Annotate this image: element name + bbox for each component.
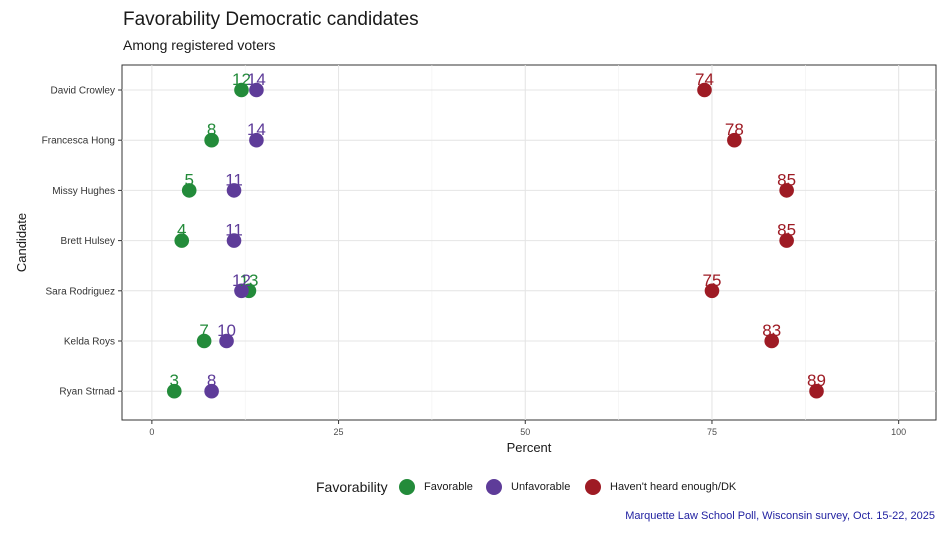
data-label-haven-t-heard-enough-dk-sara-rodriguez: 75 bbox=[703, 271, 722, 290]
data-label-favorable-francesca-hong: 8 bbox=[207, 120, 216, 139]
point-unfavorable-francesca-hong bbox=[249, 132, 264, 148]
y-tick-label-sara-rodriguez: Sara Rodriguez bbox=[46, 286, 115, 297]
data-label-unfavorable-david-crowley: 14 bbox=[247, 70, 266, 89]
point-favorable-brett-hulsey bbox=[174, 233, 190, 248]
plot-panel bbox=[121, 64, 937, 421]
point-unfavorable-ryan-strnad bbox=[204, 383, 219, 399]
x-axis-title: Percent bbox=[507, 440, 552, 455]
point-unfavorable-sara-rodriguez bbox=[234, 283, 249, 299]
data-label-haven-t-heard-enough-dk-francesca-hong: 78 bbox=[725, 120, 744, 139]
legend-key-unfavorable bbox=[486, 479, 502, 495]
point-haven-t-heard-enough-dk-brett-hulsey bbox=[779, 233, 794, 248]
y-tick-label-francesca-hong: Francesca Hong bbox=[42, 136, 115, 147]
x-tick-label: 75 bbox=[707, 427, 717, 437]
point-unfavorable-kelda-roys bbox=[219, 333, 234, 349]
point-favorable-ryan-strnad bbox=[166, 383, 182, 399]
point-haven-t-heard-enough-dk-francesca-hong bbox=[727, 132, 742, 148]
data-label-haven-t-heard-enough-dk-kelda-roys: 83 bbox=[762, 321, 781, 340]
point-favorable-david-crowley bbox=[234, 82, 249, 98]
chart-subtitle: Among registered voters bbox=[123, 37, 276, 53]
data-label-unfavorable-brett-hulsey: 11 bbox=[225, 221, 243, 240]
data-label-favorable-brett-hulsey: 4 bbox=[177, 221, 186, 240]
x-tick-label: 0 bbox=[149, 427, 154, 437]
point-haven-t-heard-enough-dk-kelda-roys bbox=[764, 333, 780, 349]
y-tick-label-kelda-roys: Kelda Roys bbox=[64, 337, 115, 348]
data-label-haven-t-heard-enough-dk-david-crowley: 74 bbox=[695, 70, 714, 89]
point-haven-t-heard-enough-dk-missy-hughes bbox=[779, 183, 794, 198]
data-label-favorable-kelda-roys: 7 bbox=[199, 321, 208, 340]
data-label-favorable-ryan-strnad: 3 bbox=[170, 371, 179, 390]
point-favorable-francesca-hong bbox=[204, 132, 219, 148]
legend-label-favorable: Favorable bbox=[424, 481, 473, 493]
x-tick-label: 100 bbox=[891, 427, 906, 437]
point-haven-t-heard-enough-dk-david-crowley bbox=[697, 82, 712, 98]
legend-label-dk: Haven't heard enough/DK bbox=[610, 481, 737, 493]
data-label-unfavorable-sara-rodriguez: 12 bbox=[232, 271, 251, 290]
point-unfavorable-missy-hughes bbox=[226, 183, 242, 198]
point-haven-t-heard-enough-dk-sara-rodriguez bbox=[704, 283, 720, 299]
data-label-favorable-sara-rodriguez: 13 bbox=[239, 271, 258, 290]
point-unfavorable-david-crowley bbox=[249, 82, 264, 98]
chart-title: Favorability Democratic candidates bbox=[123, 9, 419, 30]
legend-item-dk: Haven't heard enough/DK bbox=[585, 478, 736, 496]
legend-key-dk bbox=[585, 479, 601, 495]
y-tick-label-ryan-strnad: Ryan Strnad bbox=[59, 387, 115, 398]
legend-title: Favorability bbox=[316, 479, 388, 495]
y-tick-label-brett-hulsey: Brett Hulsey bbox=[61, 236, 115, 247]
legend-item-favorable: Favorable bbox=[399, 478, 473, 496]
data-label-unfavorable-francesca-hong: 14 bbox=[247, 120, 266, 139]
point-haven-t-heard-enough-dk-ryan-strnad bbox=[809, 383, 824, 399]
legend-label-unfavorable: Unfavorable bbox=[511, 481, 571, 493]
point-favorable-kelda-roys bbox=[196, 333, 212, 349]
point-unfavorable-brett-hulsey bbox=[226, 233, 242, 248]
data-label-favorable-missy-hughes: 5 bbox=[184, 170, 193, 189]
point-favorable-missy-hughes bbox=[181, 183, 197, 198]
x-tick-label: 25 bbox=[334, 427, 344, 437]
data-label-haven-t-heard-enough-dk-brett-hulsey: 85 bbox=[777, 221, 796, 240]
source-caption: Marquette Law School Poll, Wisconsin sur… bbox=[625, 510, 935, 522]
y-axis-title: Candidate bbox=[14, 213, 29, 272]
data-label-haven-t-heard-enough-dk-ryan-strnad: 89 bbox=[807, 371, 826, 390]
y-tick-label-david-crowley: David Crowley bbox=[51, 86, 115, 97]
y-tick-label-missy-hughes: Missy Hughes bbox=[52, 186, 115, 197]
x-tick-label: 50 bbox=[520, 427, 530, 437]
data-label-unfavorable-missy-hughes: 11 bbox=[225, 170, 243, 189]
legend-key-favorable bbox=[399, 479, 415, 495]
data-label-favorable-david-crowley: 12 bbox=[232, 70, 251, 89]
data-label-unfavorable-ryan-strnad: 8 bbox=[207, 371, 216, 390]
data-label-haven-t-heard-enough-dk-missy-hughes: 85 bbox=[777, 170, 796, 189]
legend-item-unfavorable: Unfavorable bbox=[486, 478, 570, 496]
legend: Favorability Favorable Unfavorable Haven… bbox=[0, 478, 951, 498]
data-label-unfavorable-kelda-roys: 10 bbox=[217, 321, 236, 340]
